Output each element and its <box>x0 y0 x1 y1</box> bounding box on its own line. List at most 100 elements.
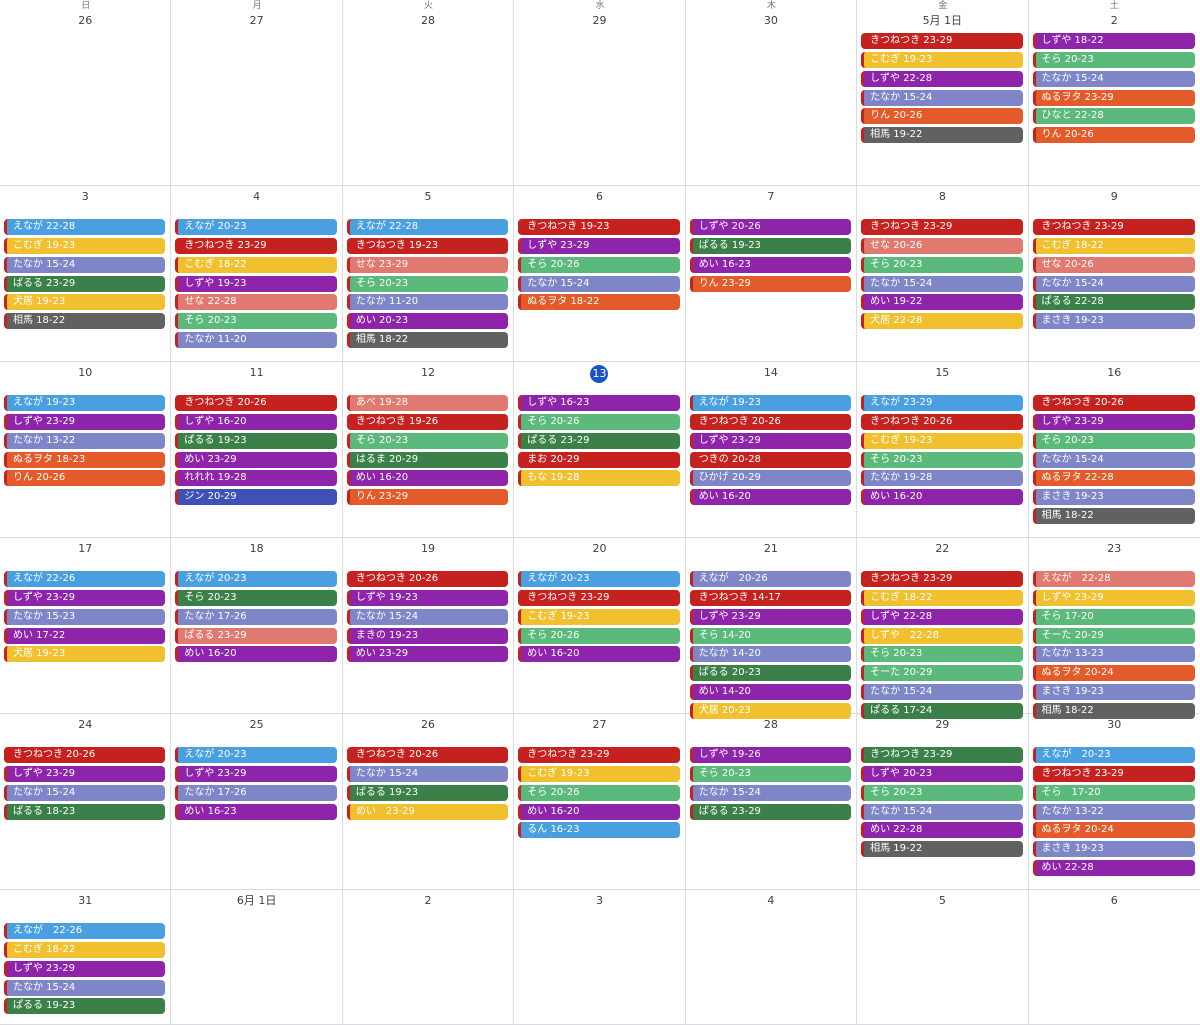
event-chip[interactable]: ぱるる 19-23 <box>4 998 166 1015</box>
event-chip[interactable]: こむぎ 19-23 <box>518 765 680 782</box>
event-chip[interactable]: きつねつき 23-29 <box>861 747 1023 763</box>
event-chip[interactable]: こむぎ 19-23 <box>861 51 1023 68</box>
event-chip[interactable]: えなが 20-23 <box>175 571 337 587</box>
event-chip[interactable]: しずや 16-20 <box>175 413 337 430</box>
day-cell[interactable]: 10 えなが 19-23 しずや 23-29 たなか 13-22 ぬるヲタ 18-23 り… <box>0 362 172 537</box>
event-chip[interactable]: まさき 19-23 <box>1032 313 1195 330</box>
date-number[interactable]: 6 <box>1110 894 1118 907</box>
event-chip[interactable]: 犬居 19-23 <box>4 294 166 311</box>
event-chip[interactable]: めい 16-20 <box>689 489 852 506</box>
event-chip[interactable]: きつねつき 20-26 <box>175 395 337 411</box>
event-chip[interactable]: ひかげ 20-29 <box>689 470 852 487</box>
event-chip[interactable]: めい 16-20 <box>346 470 509 487</box>
event-chip[interactable]: めい 16-20 <box>518 646 680 663</box>
date-number[interactable]: 4 <box>253 190 261 203</box>
date-number[interactable]: 10 <box>78 366 93 379</box>
event-chip[interactable]: たなか 15-24 <box>1032 451 1195 468</box>
event-chip[interactable]: たなか 15-24 <box>861 275 1023 292</box>
day-cell[interactable]: 4 えなが 20-23 きつねつき 23-29 こむぎ 18-22 しずや 19-23 せ… <box>171 186 343 361</box>
date-number[interactable]: 19 <box>421 542 436 555</box>
date-number[interactable]: 15 <box>935 366 950 379</box>
event-chip[interactable]: しずや 16-23 <box>518 395 680 411</box>
date-number[interactable]: 23 <box>1107 542 1122 555</box>
event-chip[interactable]: こむぎ 19-23 <box>518 608 680 625</box>
event-chip[interactable]: しずや 19-23 <box>346 589 509 606</box>
event-chip[interactable]: しずや 20-23 <box>861 765 1023 782</box>
event-chip[interactable]: たなか 17-26 <box>175 608 337 625</box>
day-cell[interactable]: 28 しずや 19-26 そら 20-23 たなか 15-24 ぱるる 23-29 <box>686 714 858 889</box>
day-cell[interactable]: 24 きつねつき 20-26 しずや 23-29 たなか 15-24 ぱるる 18-23 <box>0 714 172 889</box>
event-chip[interactable]: めい 19-22 <box>861 294 1023 311</box>
day-cell[interactable]: 5月 1日 きつねつき 23-29 こむぎ 19-23 しずや 22-28 たなか 15… <box>857 0 1029 185</box>
event-chip[interactable]: ぬるヲタ 22-28 <box>1032 470 1195 487</box>
event-chip[interactable]: しずや 23-29 <box>689 432 852 449</box>
event-chip[interactable]: たなか 13-22 <box>1032 803 1195 820</box>
event-chip[interactable]: しずや 23-29 <box>4 413 166 430</box>
date-number[interactable]: 5月 1日 <box>922 14 963 27</box>
event-chip[interactable]: きつねつき 23-29 <box>518 589 680 606</box>
event-chip[interactable]: ぱるる 19-23 <box>346 784 509 801</box>
event-chip[interactable]: きつねつき 23-29 <box>175 237 337 254</box>
event-chip[interactable]: しずや 22-28 <box>861 627 1023 644</box>
event-chip[interactable]: えなが 22-28 <box>4 219 166 235</box>
event-chip[interactable]: きつねつき 20-26 <box>346 747 509 763</box>
event-chip[interactable]: えなが 22-28 <box>1032 571 1195 587</box>
event-chip[interactable]: たなか 15-24 <box>1032 70 1195 87</box>
event-chip[interactable]: きつねつき 20-26 <box>4 747 166 763</box>
event-chip[interactable]: 相馬 18-22 <box>1032 508 1195 525</box>
date-number[interactable]: 5 <box>938 894 946 907</box>
event-chip[interactable]: めい 23-29 <box>346 803 509 820</box>
event-chip[interactable]: きつねつき 23-29 <box>1032 219 1195 235</box>
day-cell[interactable]: 4 <box>686 890 858 1024</box>
date-number[interactable]: 29 <box>935 718 950 731</box>
event-chip[interactable]: そら 20-23 <box>861 256 1023 273</box>
event-chip[interactable]: そら 20-23 <box>861 451 1023 468</box>
event-chip[interactable]: そら 20-23 <box>175 313 337 330</box>
day-cell[interactable]: 6 <box>1029 890 1200 1024</box>
event-chip[interactable]: ぬるヲタ 20-24 <box>1032 665 1195 682</box>
day-cell[interactable]: 11 きつねつき 20-26 しずや 16-20 ぱるる 19-23 めい 23-29 れ… <box>171 362 343 537</box>
event-chip[interactable]: はるま 20-29 <box>346 451 509 468</box>
day-cell[interactable]: 21 えなが 20-26 きつねつき 14-17 しずや 23-29 そら 14-20 た… <box>686 538 858 719</box>
event-chip[interactable]: ぬるヲタ 20-24 <box>1032 822 1195 839</box>
day-cell[interactable]: 2 しずや 18-22 そら 20-23 たなか 15-24 ぬるヲタ 23-29 ひなと… <box>1029 0 1200 185</box>
day-cell[interactable]: 14 えなが 19-23 きつねつき 20-26 しずや 23-29 つきの 20-28… <box>686 362 858 537</box>
event-chip[interactable]: こむぎ 18-22 <box>4 941 166 958</box>
event-chip[interactable]: ぱるる 23-29 <box>689 803 852 820</box>
event-chip[interactable]: そら 20-23 <box>861 646 1023 663</box>
day-cell[interactable]: 31 えなが 22-26 こむぎ 18-22 しずや 23-29 たなか 15-24 ぱる… <box>0 890 172 1024</box>
event-chip[interactable]: 相馬 19-22 <box>861 127 1023 144</box>
day-cell[interactable]: 5 <box>857 890 1029 1024</box>
date-number[interactable]: 6月 1日 <box>236 894 277 907</box>
event-chip[interactable]: 相馬 18-22 <box>1032 702 1195 719</box>
event-chip[interactable]: 相馬 18-22 <box>346 332 509 349</box>
event-chip[interactable]: こむぎ 18-22 <box>861 589 1023 606</box>
event-chip[interactable]: たなか 14-20 <box>689 646 852 663</box>
event-chip[interactable]: きつねつき 19-23 <box>346 237 509 254</box>
event-chip[interactable]: めい 16-20 <box>175 646 337 663</box>
event-chip[interactable]: 犬居 19-23 <box>4 646 166 663</box>
event-chip[interactable]: たなか 15-24 <box>518 275 680 292</box>
day-cell[interactable]: 27 <box>171 0 343 185</box>
date-number[interactable]: 26 <box>78 14 93 27</box>
event-chip[interactable]: しずや 23-29 <box>689 608 852 625</box>
event-chip[interactable]: えなが 20-23 <box>1032 747 1195 763</box>
event-chip[interactable]: しずや 23-29 <box>4 960 166 977</box>
event-chip[interactable]: そーた 20-29 <box>1032 627 1195 644</box>
event-chip[interactable]: しずや 19-26 <box>689 747 852 763</box>
event-chip[interactable]: しずや 20-26 <box>689 219 852 235</box>
event-chip[interactable]: たなか 15-24 <box>4 784 166 801</box>
event-chip[interactable]: きつねつき 23-29 <box>861 33 1023 49</box>
event-chip[interactable]: そら 20-23 <box>346 432 509 449</box>
day-cell[interactable]: 3 <box>514 890 686 1024</box>
day-cell[interactable]: 30 <box>686 0 858 185</box>
date-number[interactable]: 27 <box>249 14 264 27</box>
event-chip[interactable]: ぱるる 17-24 <box>861 702 1023 719</box>
event-chip[interactable]: しずや 23-29 <box>175 765 337 782</box>
event-chip[interactable]: そーた 20-29 <box>861 665 1023 682</box>
event-chip[interactable]: まきの 19-23 <box>346 627 509 644</box>
date-number[interactable]: 30 <box>763 14 778 27</box>
event-chip[interactable]: えなが 20-23 <box>175 747 337 763</box>
event-chip[interactable]: りん 23-29 <box>689 275 852 292</box>
event-chip[interactable]: めい 22-28 <box>861 822 1023 839</box>
